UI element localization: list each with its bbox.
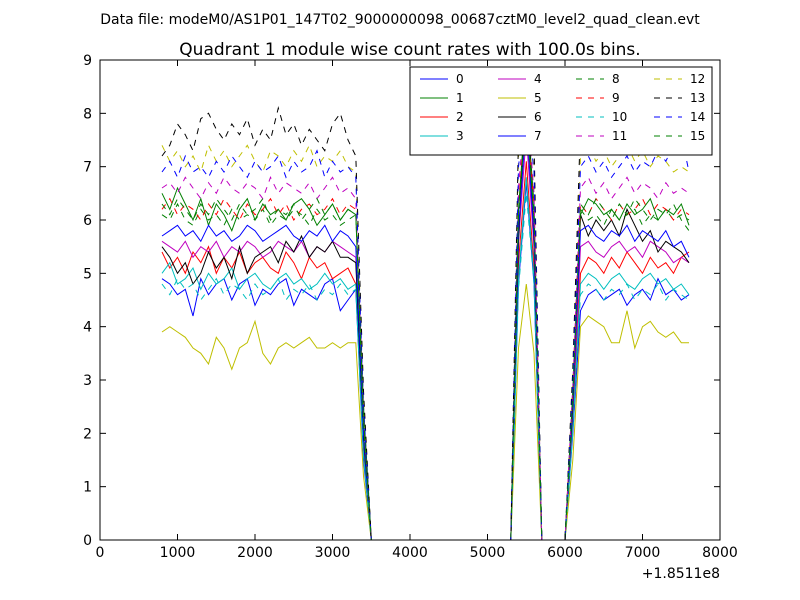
- series-line-5: [161, 283, 689, 540]
- x-tick-label: 4000: [392, 545, 428, 561]
- series-line-0: [161, 182, 690, 540]
- y-tick-label: 5: [83, 266, 92, 282]
- y-tick-label: 1: [83, 480, 92, 496]
- ticks-layer: 0 1000 2000 3000 4000 5000 6000 7000 80000123456…: [83, 53, 738, 561]
- y-tick-label: 0: [83, 533, 92, 549]
- x-tick-label: 8000: [702, 545, 738, 561]
- y-tick-label: 9: [83, 53, 92, 69]
- legend-label: 2: [456, 110, 464, 124]
- y-tick-label: 8: [83, 106, 92, 122]
- series-line-7: [161, 118, 690, 540]
- legend-label: 15: [690, 129, 705, 143]
- x-tick-label: 3000: [315, 545, 351, 561]
- legend-label: 3: [456, 129, 464, 143]
- legend-label: 6: [534, 110, 542, 124]
- legend-label: 1: [456, 91, 464, 105]
- y-tick-label: 3: [83, 373, 92, 389]
- x-tick-label: 1000: [160, 545, 196, 561]
- chart-title: Quadrant 1 module wise count rates with …: [179, 40, 640, 60]
- y-tick-label: 7: [83, 160, 92, 176]
- legend-label: 9: [612, 91, 620, 105]
- series-line-11: [161, 91, 690, 540]
- series-line-4: [161, 134, 690, 540]
- series-line-14: [161, 97, 690, 540]
- series-line-10: [161, 193, 690, 540]
- x-tick-label: 6000: [547, 545, 583, 561]
- figure-suptitle: Data file: modeM0/AS1P01_147T02_90000000…: [100, 12, 700, 28]
- x-tick-label: 2000: [237, 545, 273, 561]
- x-tick-label: 0: [96, 545, 105, 561]
- legend-label: 7: [534, 129, 542, 143]
- legend-label: 10: [612, 110, 627, 124]
- legend-label: 14: [690, 110, 705, 124]
- y-tick-label: 2: [83, 426, 92, 442]
- legend-label: 4: [534, 72, 542, 86]
- x-tick-label: 7000: [625, 545, 661, 561]
- series-line-15: [161, 113, 690, 540]
- y-tick-label: 4: [83, 320, 92, 336]
- legend-label: 5: [534, 91, 542, 105]
- y-tick-label: 6: [83, 213, 92, 229]
- legend-label: 0: [456, 72, 464, 86]
- series-line-3: [161, 177, 690, 540]
- x-tick-label: 5000: [470, 545, 506, 561]
- legend-label: 8: [612, 72, 620, 86]
- legend-box: [409, 66, 713, 156]
- series-line-6: [161, 75, 690, 540]
- x-offset-label: +1.8511e8: [642, 566, 720, 582]
- series-line-1: [161, 97, 690, 540]
- legend-label: 13: [690, 91, 705, 105]
- series-line-2: [161, 161, 690, 540]
- legend-label: 12: [690, 72, 705, 86]
- legend-label: 11: [612, 129, 627, 143]
